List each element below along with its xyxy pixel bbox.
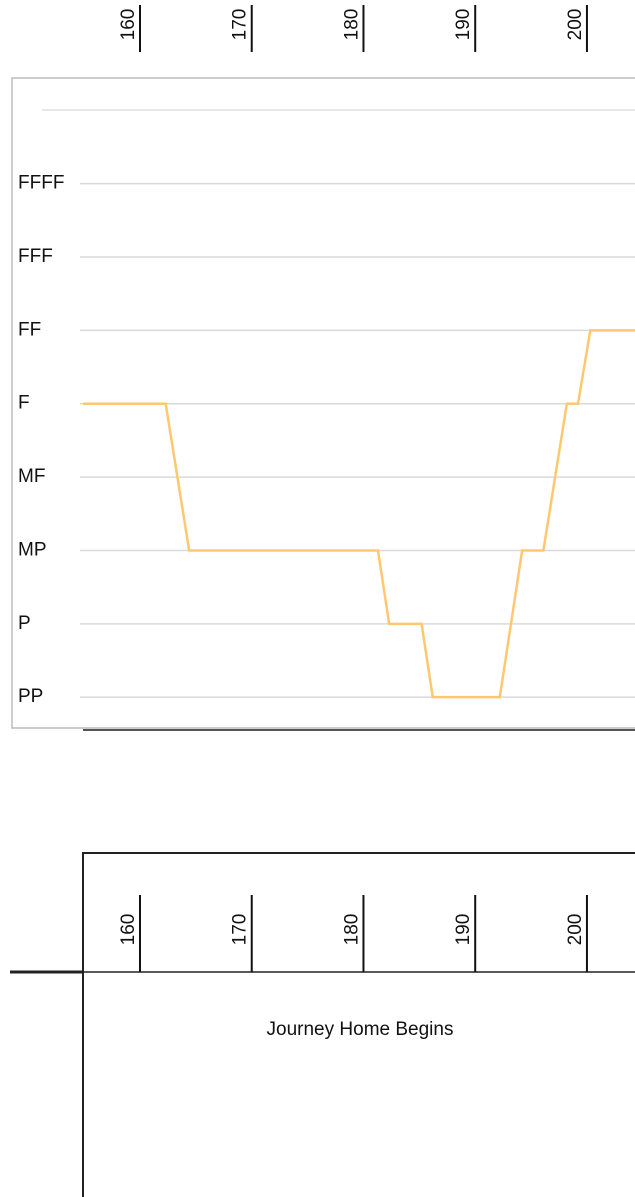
y-tick-label: PP — [18, 686, 43, 707]
y-tick-label: FFF — [18, 246, 53, 267]
x-tick-label: 180 — [341, 914, 362, 946]
y-tick-label: MF — [18, 466, 45, 487]
x-tick-label: 200 — [565, 9, 586, 41]
annotation: Journey Home Begins — [267, 1019, 454, 1040]
x-tick-label: 200 — [565, 914, 586, 946]
y-tick-label: P — [18, 613, 31, 634]
x-tick-label: 160 — [118, 914, 139, 946]
x-tick-label: 190 — [453, 9, 474, 41]
x-tick-label: 160 — [118, 9, 139, 41]
y-tick-label: FFFF — [18, 173, 64, 194]
x-tick-label: 190 — [453, 914, 474, 946]
x-tick-label: 180 — [341, 9, 362, 41]
y-tick-label: FF — [18, 319, 41, 340]
line-series — [83, 329, 635, 699]
x-tick-label: 170 — [230, 9, 251, 41]
y-tick-label: MP — [18, 539, 47, 560]
y-tick-label: F — [18, 393, 30, 414]
x-tick-label: 170 — [230, 914, 251, 946]
timeline-frame — [82, 852, 635, 1197]
